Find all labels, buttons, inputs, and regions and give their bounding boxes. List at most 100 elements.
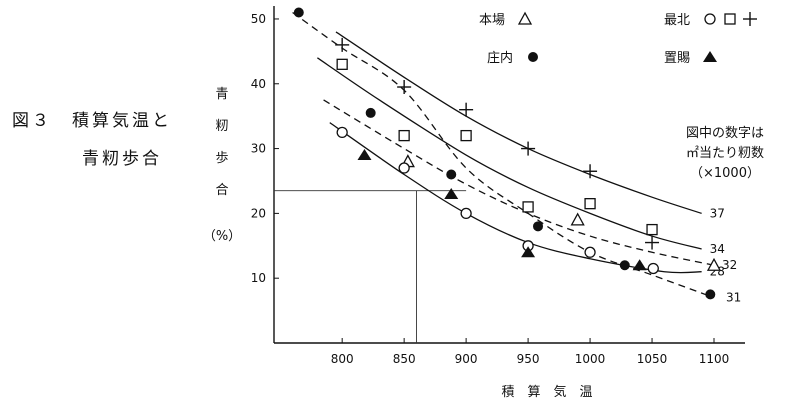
open-circle-marker	[704, 13, 716, 25]
open-circle-marker	[584, 246, 596, 258]
curve-label-37: 37	[710, 206, 725, 220]
open-triangle-marker	[706, 257, 722, 271]
open-square-marker	[522, 201, 534, 213]
note-line: 図中の数字は	[686, 126, 764, 141]
data-point-open-square	[584, 198, 596, 210]
y-tick-label: 40	[251, 77, 266, 91]
filled-triangle-marker	[521, 246, 536, 258]
data-point-open-circle	[398, 162, 410, 174]
caption-line-2: 青籾歩合	[82, 149, 162, 169]
filled-triangle-marker	[703, 51, 717, 62]
data-point-open-circle	[647, 262, 659, 275]
curve-34	[317, 57, 702, 250]
y-tick-label: 50	[251, 12, 266, 26]
y-axis-title-char: 合	[215, 183, 228, 198]
data-point-plus	[645, 235, 660, 250]
figure-caption: 図３ 積算気温と 青籾歩合	[12, 102, 172, 178]
y-axis-title-char: 籾	[215, 119, 228, 134]
legend-marker-plus	[743, 12, 757, 26]
note-line: ㎡当たり籾数	[686, 146, 764, 161]
data-point-plus	[583, 164, 598, 179]
legend-label: 本場	[479, 13, 505, 28]
open-circle-marker	[398, 162, 410, 174]
open-circle-marker	[647, 262, 659, 275]
open-square-marker	[398, 129, 410, 142]
data-point-plus	[459, 102, 474, 117]
curve-31	[292, 11, 715, 299]
open-square-marker	[460, 129, 472, 142]
x-tick-label: 800	[331, 352, 354, 366]
data-point-filled-circle	[619, 260, 630, 271]
open-square-marker	[336, 58, 348, 70]
data-point-plus	[521, 141, 536, 156]
legend-label: 置賜	[664, 51, 690, 66]
open-square-marker	[584, 198, 596, 210]
data-point-plus	[397, 80, 412, 95]
open-circle-marker	[460, 207, 472, 220]
legend-marker-filled-triangle	[703, 51, 717, 62]
data-point-open-square	[522, 201, 534, 213]
y-tick-label: 30	[251, 142, 266, 156]
data-point-filled-circle	[446, 169, 457, 180]
data-point-open-square	[398, 129, 410, 142]
data-point-filled-triangle	[357, 149, 372, 161]
filled-triangle-marker	[444, 187, 459, 199]
data-point-filled-triangle	[444, 187, 459, 199]
filled-circle-marker	[365, 107, 376, 118]
x-axis-title: 積 算 気 温	[501, 384, 592, 400]
curve-37	[335, 31, 702, 215]
note-line: （×1000）	[690, 166, 760, 181]
x-tick-label: 1000	[575, 352, 606, 366]
legend-label: 庄内	[487, 50, 513, 66]
data-point-open-square	[646, 223, 658, 236]
y-axis-unit: （%）	[203, 229, 241, 244]
x-tick-label: 1100	[699, 352, 730, 366]
curve-label-34: 34	[710, 242, 725, 256]
legend-label: 最北	[664, 13, 690, 28]
data-point-filled-circle	[365, 107, 376, 118]
data-point-open-circle	[460, 207, 472, 220]
data-point-filled-circle	[533, 221, 544, 232]
filled-circle-marker	[446, 169, 457, 180]
legend-marker-open-square	[724, 13, 736, 25]
open-triangle-marker	[570, 212, 585, 226]
y-tick-label: 10	[251, 271, 266, 285]
legend-marker-open-triangle	[517, 11, 533, 25]
open-triangle-marker	[517, 11, 533, 25]
filled-circle-marker	[528, 52, 538, 62]
data-point-open-triangle	[706, 257, 722, 271]
y-axis-title-char: 青	[215, 87, 228, 102]
x-tick-label: 850	[393, 352, 416, 366]
data-point-open-square	[336, 58, 348, 70]
filled-triangle-marker	[632, 259, 647, 271]
y-axis-title-char: 歩	[215, 151, 228, 166]
curve-label-32: 32	[722, 258, 737, 272]
curve-28	[329, 122, 702, 274]
open-square-marker	[646, 223, 658, 236]
legend-marker-open-circle	[704, 13, 716, 25]
data-point-open-circle	[336, 126, 348, 139]
open-circle-marker	[336, 126, 348, 139]
filled-circle-marker	[293, 7, 304, 18]
curve-label-31: 31	[726, 291, 741, 305]
data-point-open-square	[460, 129, 472, 142]
data-point-filled-circle	[705, 289, 716, 300]
y-tick-label: 20	[251, 206, 266, 220]
x-tick-label: 950	[517, 352, 540, 366]
data-point-filled-triangle	[521, 246, 536, 258]
x-tick-label: 900	[455, 352, 478, 366]
data-point-plus	[335, 37, 350, 52]
caption-line-1: 図３ 積算気温と	[12, 111, 172, 131]
data-point-filled-circle	[293, 7, 304, 18]
data-point-filled-triangle	[632, 259, 647, 271]
data-point-open-triangle	[570, 212, 585, 226]
filled-circle-marker	[619, 260, 630, 271]
legend-marker-filled-circle	[528, 52, 538, 62]
data-point-open-circle	[584, 246, 596, 258]
filled-circle-marker	[533, 221, 544, 232]
x-tick-label: 1050	[637, 352, 668, 366]
filled-triangle-marker	[357, 149, 372, 161]
filled-circle-marker	[705, 289, 716, 300]
open-square-marker	[724, 13, 736, 25]
